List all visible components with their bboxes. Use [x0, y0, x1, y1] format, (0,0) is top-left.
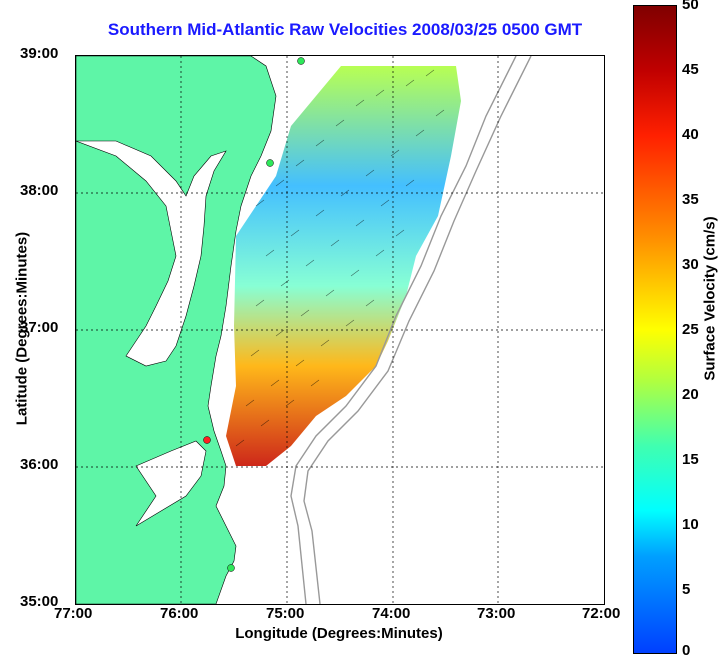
- colorbar-tick: 15: [682, 451, 699, 468]
- colorbar-label: Surface Velocity (cm/s): [701, 216, 719, 381]
- velocity-coverage: [226, 66, 461, 466]
- map-canvas: [76, 56, 604, 604]
- y-tick-label: 35:00: [20, 593, 59, 610]
- map-title: Southern Mid-Atlantic Raw Velocities 200…: [107, 20, 583, 39]
- grid-lines: [76, 56, 604, 604]
- x-tick-label: 77:00: [54, 605, 93, 622]
- x-tick-label: 75:00: [266, 605, 305, 622]
- colorbar-tick: 20: [682, 386, 699, 403]
- x-tick-label: 74:00: [372, 605, 411, 622]
- colorbar: [633, 5, 677, 654]
- colorbar-tick: 45: [682, 61, 699, 78]
- x-axis-label: Longitude (Degrees:Minutes): [235, 625, 443, 642]
- y-tick-label: 37:00: [20, 319, 59, 336]
- y-tick-label: 39:00: [20, 45, 59, 62]
- y-tick-label: 36:00: [20, 456, 59, 473]
- colorbar-tick: 40: [682, 126, 699, 143]
- x-tick-label: 73:00: [477, 605, 516, 622]
- bathymetry-contour: [303, 56, 532, 604]
- colorbar-tick: 35: [682, 191, 699, 208]
- colorbar-tick: 0: [682, 642, 691, 659]
- colorbar-tick: 50: [682, 0, 699, 13]
- velocity-arrows: [235, 69, 445, 447]
- colorbar-tick: 25: [682, 321, 699, 338]
- colorbar-tick: 5: [682, 581, 691, 598]
- colorbar-tick: 10: [682, 516, 699, 533]
- x-tick-label: 72:00: [582, 605, 621, 622]
- y-axis-label: Latitude (Degrees:Minutes): [13, 231, 31, 426]
- station-marker: [297, 57, 305, 65]
- x-tick-label: 76:00: [160, 605, 199, 622]
- station-marker: [227, 564, 235, 572]
- colorbar-tick: 30: [682, 256, 699, 273]
- map-plot-area: [75, 55, 605, 605]
- y-tick-label: 38:00: [20, 182, 59, 199]
- station-marker: [266, 159, 274, 167]
- sound-water: [135, 440, 207, 527]
- station-marker: [203, 436, 211, 444]
- bathymetry-contour: [290, 56, 517, 604]
